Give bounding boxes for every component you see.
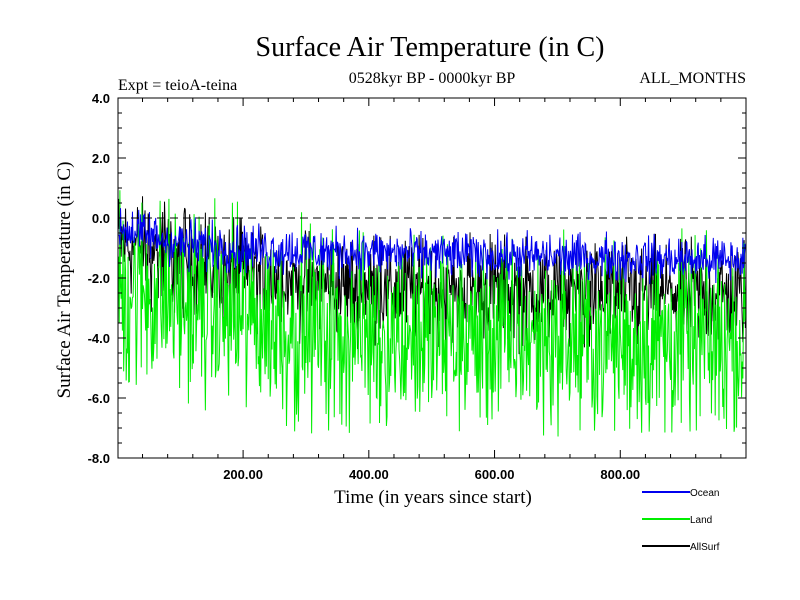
x-tick-label: 800.00	[600, 467, 640, 482]
y-tick-label: -6.0	[88, 391, 110, 406]
y-tick-label: -2.0	[88, 271, 110, 286]
experiment-label: Expt = teioA-teina	[118, 77, 237, 94]
x-tick-label: 600.00	[475, 467, 515, 482]
y-tick-label: -8.0	[88, 451, 110, 466]
plot-area: 200.00 400.00 600.00 800.00 4.0 2.0 0.0 -2.0 -4.…	[88, 91, 747, 482]
series-line-land	[118, 190, 746, 437]
x-axis-label: Time (in years since start)	[334, 487, 532, 508]
series-line-ocean	[118, 208, 746, 285]
legend: Ocean Land AllSurf	[642, 488, 720, 553]
y-tick-label: 4.0	[92, 91, 110, 106]
legend-label-allsurf: AllSurf	[690, 542, 720, 553]
y-tick-label: -4.0	[88, 331, 110, 346]
y-tick-label: 2.0	[92, 151, 110, 166]
x-tick-label: 400.00	[349, 467, 389, 482]
time-range-label: 0528kyr BP - 0000kyr BP	[349, 70, 516, 87]
y-tick-label: 0.0	[92, 211, 110, 226]
chart-title: Surface Air Temperature (in C)	[256, 32, 605, 63]
months-label: ALL_MONTHS	[639, 70, 746, 87]
legend-label-ocean: Ocean	[690, 488, 719, 499]
y-axis-label: Surface Air Temperature (in C)	[54, 162, 75, 399]
legend-label-land: Land	[690, 515, 712, 526]
x-tick-label: 200.00	[223, 467, 263, 482]
